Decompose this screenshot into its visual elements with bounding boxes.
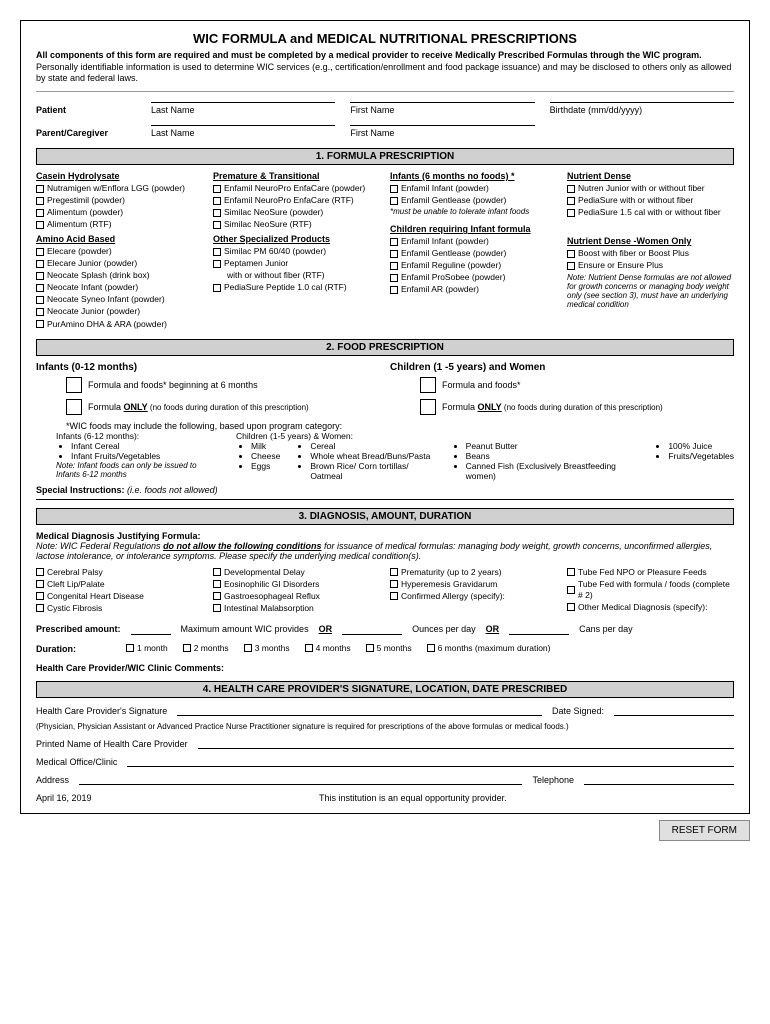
reset-button[interactable]: RESET FORM xyxy=(659,820,750,841)
checkbox[interactable] xyxy=(390,286,398,294)
intro-text: All components of this form are required… xyxy=(36,50,734,92)
section1-header: 1. FORMULA PRESCRIPTION xyxy=(36,148,734,165)
checkbox[interactable] xyxy=(213,284,221,292)
signature-input[interactable] xyxy=(177,704,542,716)
checkbox[interactable] xyxy=(213,248,221,256)
duration-checkbox[interactable] xyxy=(244,644,252,652)
patient-row: Patient Last Name First Name Birthdate (… xyxy=(36,102,734,115)
checkbox[interactable] xyxy=(390,592,398,600)
checkbox[interactable] xyxy=(390,262,398,270)
infant-formula-only-checkbox[interactable] xyxy=(66,399,82,415)
infant-formula-foods-checkbox[interactable] xyxy=(66,377,82,393)
checkbox[interactable] xyxy=(36,284,44,292)
checkbox[interactable] xyxy=(213,197,221,205)
checkbox[interactable] xyxy=(567,197,575,205)
checkbox[interactable] xyxy=(390,238,398,246)
duration-checkbox[interactable] xyxy=(366,644,374,652)
checkbox[interactable] xyxy=(36,308,44,316)
amt-oz-input[interactable] xyxy=(342,623,402,635)
duration-checkbox[interactable] xyxy=(183,644,191,652)
caregiver-row: Parent/Caregiver Last Name First Name xyxy=(36,125,734,138)
amt-cans-input[interactable] xyxy=(509,623,569,635)
section1-cols: Casein Hydrolysate Nutramigen w/Enflora … xyxy=(36,171,734,331)
checkbox[interactable] xyxy=(390,250,398,258)
checkbox[interactable] xyxy=(567,568,575,576)
checkbox[interactable] xyxy=(567,262,575,270)
child-formula-foods-checkbox[interactable] xyxy=(420,377,436,393)
section4-header: 4. HEALTH CARE PROVIDER'S SIGNATURE, LOC… xyxy=(36,681,734,698)
printed-name-input[interactable] xyxy=(198,737,734,749)
date-signed-input[interactable] xyxy=(614,704,734,716)
checkbox[interactable] xyxy=(36,272,44,280)
checkbox[interactable] xyxy=(36,197,44,205)
checkbox[interactable] xyxy=(36,221,44,229)
checkbox[interactable] xyxy=(567,250,575,258)
checkbox[interactable] xyxy=(36,592,44,600)
checkbox[interactable] xyxy=(213,260,221,268)
amt-max-input[interactable] xyxy=(131,623,171,635)
checkbox[interactable] xyxy=(36,248,44,256)
checkbox[interactable] xyxy=(390,197,398,205)
phone-input[interactable] xyxy=(584,773,734,785)
office-input[interactable] xyxy=(127,755,734,767)
checkbox[interactable] xyxy=(213,185,221,193)
checkbox[interactable] xyxy=(36,296,44,304)
duration-checkbox[interactable] xyxy=(126,644,134,652)
duration-checkbox[interactable] xyxy=(305,644,313,652)
form-container: WIC FORMULA and MEDICAL NUTRITIONAL PRES… xyxy=(20,20,750,814)
checkbox[interactable] xyxy=(213,592,221,600)
form-title: WIC FORMULA and MEDICAL NUTRITIONAL PRES… xyxy=(36,31,734,46)
checkbox[interactable] xyxy=(36,209,44,217)
duration-checkbox[interactable] xyxy=(427,644,435,652)
section2-header: 2. FOOD PRESCRIPTION xyxy=(36,339,734,356)
checkbox[interactable] xyxy=(213,209,221,217)
checkbox[interactable] xyxy=(567,209,575,217)
checkbox[interactable] xyxy=(567,185,575,193)
patient-birthdate[interactable] xyxy=(550,102,734,103)
address-input[interactable] xyxy=(79,773,522,785)
checkbox[interactable] xyxy=(567,603,575,611)
checkbox[interactable] xyxy=(213,580,221,588)
checkbox[interactable] xyxy=(36,260,44,268)
checkbox[interactable] xyxy=(213,604,221,612)
checkbox[interactable] xyxy=(390,568,398,576)
patient-firstname[interactable] xyxy=(350,102,534,103)
checkbox[interactable] xyxy=(213,221,221,229)
caregiver-lastname[interactable] xyxy=(151,125,335,126)
checkbox[interactable] xyxy=(36,185,44,193)
checkbox[interactable] xyxy=(390,274,398,282)
checkbox[interactable] xyxy=(36,568,44,576)
checkbox[interactable] xyxy=(36,580,44,588)
checkbox[interactable] xyxy=(213,568,221,576)
checkbox[interactable] xyxy=(390,580,398,588)
child-formula-only-checkbox[interactable] xyxy=(420,399,436,415)
checkbox[interactable] xyxy=(390,185,398,193)
checkbox[interactable] xyxy=(36,320,44,328)
checkbox[interactable] xyxy=(567,586,575,594)
patient-lastname[interactable] xyxy=(151,102,335,103)
caregiver-firstname[interactable] xyxy=(350,125,534,126)
section3-header: 3. DIAGNOSIS, AMOUNT, DURATION xyxy=(36,508,734,525)
checkbox[interactable] xyxy=(36,604,44,612)
